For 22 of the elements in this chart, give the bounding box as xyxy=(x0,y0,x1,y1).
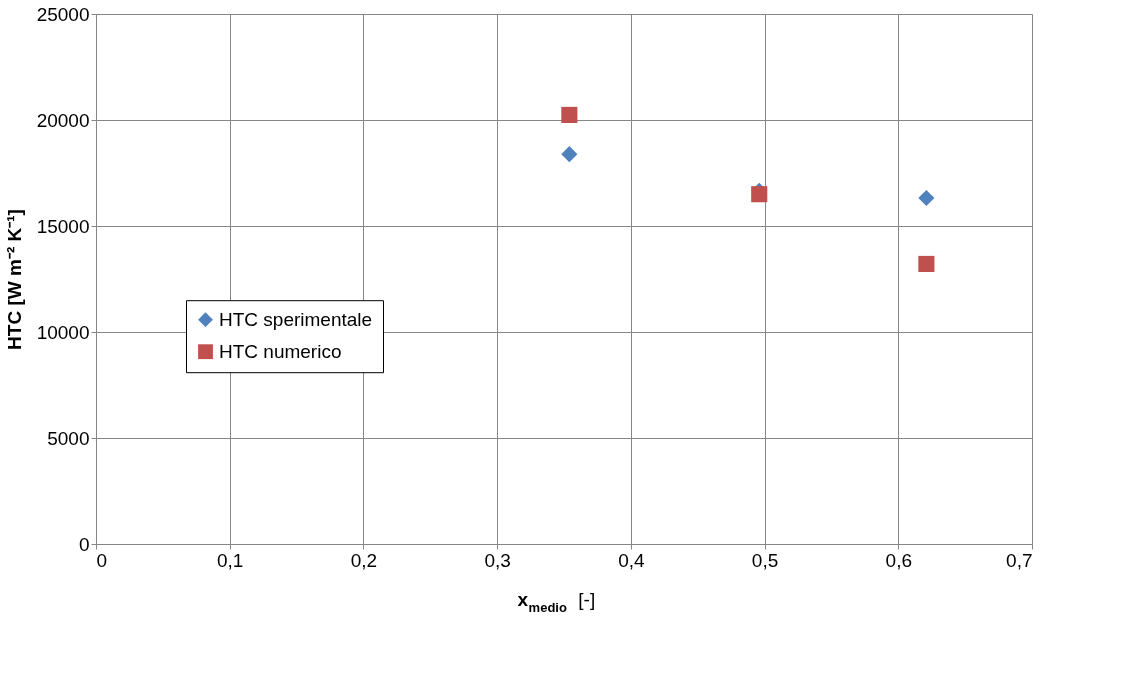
x-tick-label: 0,7 xyxy=(1006,549,1033,571)
x-tick-label: 0,4 xyxy=(618,549,645,571)
y-tick-label: 25000 xyxy=(36,3,90,25)
legend-label: HTC numerico xyxy=(219,340,342,362)
y-tick-label: 20000 xyxy=(36,109,90,131)
point xyxy=(918,189,935,207)
y-tick-label: 15000 xyxy=(36,215,90,237)
x-tick-label: 0,6 xyxy=(885,549,912,571)
legend-label: HTC sperimentale xyxy=(219,308,373,330)
x-tick-label: 0,2 xyxy=(350,549,378,571)
y-tick-label: 0 xyxy=(78,533,90,555)
y-axis-title: HTC [W m⁻² K⁻¹] xyxy=(3,209,25,350)
point xyxy=(561,106,578,123)
x-tick-label: 0 xyxy=(96,549,108,571)
point xyxy=(751,186,768,203)
point xyxy=(561,146,578,163)
x-tick-label: 0,3 xyxy=(484,549,511,571)
x-tick-label: 0,1 xyxy=(217,549,244,571)
y-tick-label: 5000 xyxy=(47,427,90,449)
x-tick-label: 0,5 xyxy=(751,549,779,571)
y-tick-label: 10000 xyxy=(36,321,90,343)
point xyxy=(918,255,935,273)
